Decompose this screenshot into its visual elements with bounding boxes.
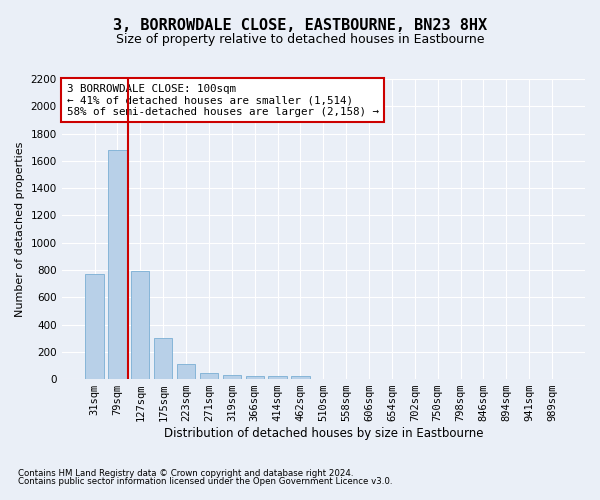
Bar xyxy=(223,375,241,379)
Text: Contains HM Land Registry data © Crown copyright and database right 2024.: Contains HM Land Registry data © Crown c… xyxy=(18,468,353,477)
X-axis label: Distribution of detached houses by size in Eastbourne: Distribution of detached houses by size … xyxy=(164,427,483,440)
Bar xyxy=(109,150,127,379)
Text: Contains public sector information licensed under the Open Government Licence v3: Contains public sector information licen… xyxy=(18,477,392,486)
Text: 3 BORROWDALE CLOSE: 100sqm
← 41% of detached houses are smaller (1,514)
58% of s: 3 BORROWDALE CLOSE: 100sqm ← 41% of deta… xyxy=(67,84,379,116)
Text: 3, BORROWDALE CLOSE, EASTBOURNE, BN23 8HX: 3, BORROWDALE CLOSE, EASTBOURNE, BN23 8H… xyxy=(113,18,487,32)
Bar xyxy=(245,376,264,379)
Bar xyxy=(200,373,218,379)
Bar xyxy=(85,274,104,379)
Bar xyxy=(268,376,287,379)
Y-axis label: Number of detached properties: Number of detached properties xyxy=(15,142,25,316)
Bar xyxy=(177,364,195,379)
Text: Size of property relative to detached houses in Eastbourne: Size of property relative to detached ho… xyxy=(116,32,484,46)
Bar xyxy=(292,376,310,379)
Bar xyxy=(131,270,149,379)
Bar xyxy=(154,338,172,379)
